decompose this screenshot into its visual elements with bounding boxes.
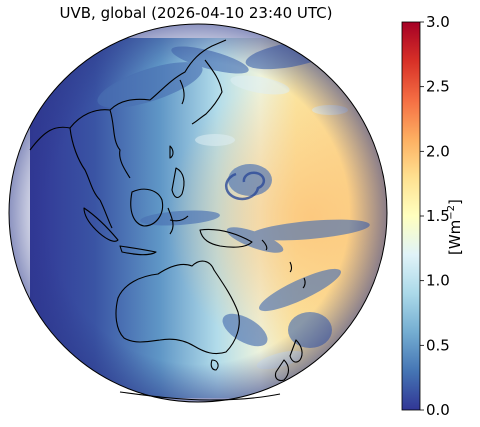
colorbar-tick-label: 2.0 — [426, 142, 450, 160]
coastlines — [29, 39, 306, 401]
colorbar-tick-label: 0.0 — [426, 401, 450, 419]
colorbar-tick-label: 3.0 — [426, 13, 450, 31]
globe-outline — [8, 23, 388, 403]
colorbar-tick-label: 1.0 — [426, 272, 450, 290]
colorbar-ticks: 0.0 0.5 1.0 1.5 2.0 2.5 3.0 — [420, 13, 450, 419]
colorbar-unit-label: [Wm−2] — [446, 199, 464, 255]
colorbar-scale — [401, 21, 421, 411]
colorbar-tick-label: 1.5 — [426, 207, 450, 225]
colorbar-tick-label: 2.5 — [426, 78, 450, 96]
map-title: UVB, global (2026-04-10 23:40 UTC) — [59, 4, 333, 22]
colorbar-tick-label: 0.5 — [426, 336, 450, 354]
